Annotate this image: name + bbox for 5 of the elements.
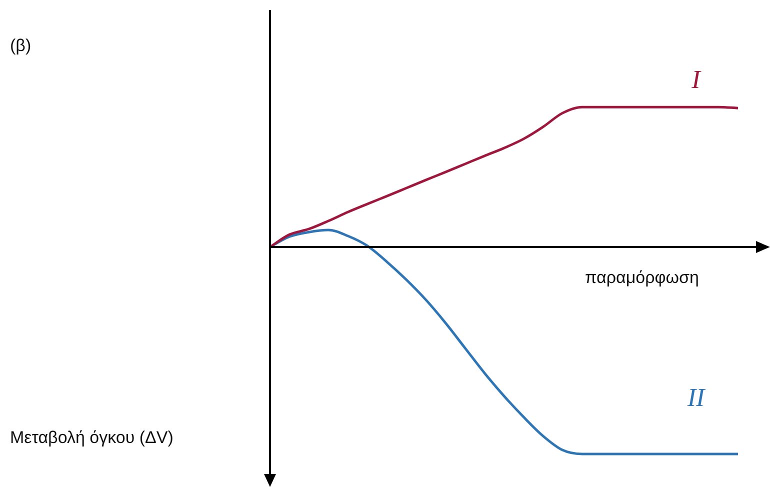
series-label: II xyxy=(686,382,706,412)
series-label: I xyxy=(690,65,702,94)
text: Μεταβολή όγκου (ΔV) xyxy=(10,428,174,448)
x-axis-title: παραμόρφωση xyxy=(585,268,699,288)
text: (β) xyxy=(10,36,32,56)
